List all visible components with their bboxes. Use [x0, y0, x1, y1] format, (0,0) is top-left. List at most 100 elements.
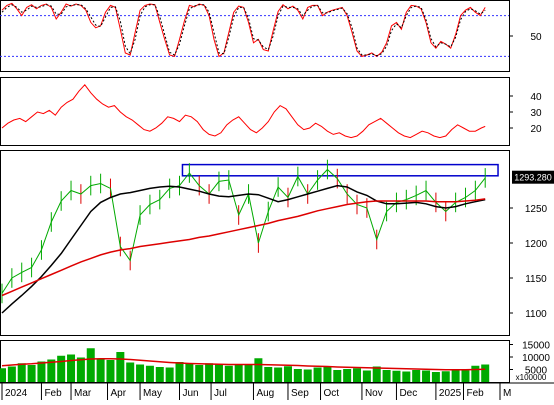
volume-bar [156, 367, 164, 382]
volume-bar [254, 358, 262, 382]
x-axis: 2024 Feb Mar Apr May Jun Jul Aug Sep Oct Nov Dec 202… [0, 383, 554, 400]
volume-bar [225, 366, 233, 382]
volume-bar [146, 366, 154, 382]
volume-bar [412, 370, 420, 382]
month-label: Dec [399, 388, 417, 399]
volume-bar [383, 370, 391, 382]
volume-bar [215, 365, 223, 383]
volume-bar [28, 365, 36, 382]
month-label: Nov [365, 388, 383, 399]
volume-bar [126, 363, 134, 383]
volume-bar [57, 356, 65, 382]
volume-bar [235, 365, 243, 382]
month-label: Sep [291, 388, 309, 399]
price-tag-label: 1293.280 [514, 173, 552, 183]
volume-bar [77, 358, 85, 383]
volume-bar [195, 365, 203, 382]
volume-bar [87, 348, 95, 382]
volume-bar [481, 365, 489, 383]
volume-bar [18, 363, 26, 382]
stochastic-k-line [2, 3, 485, 56]
resistance-box [182, 165, 498, 176]
price-tick-label: 1150 [525, 274, 547, 285]
close-price-line [2, 170, 485, 294]
volume-bar [205, 363, 213, 382]
volume-bar [304, 370, 312, 383]
volume-tick-label: 15000 [522, 341, 550, 352]
month-label: Feb [44, 388, 62, 399]
volume-bar [264, 367, 272, 382]
month-label: Apr [111, 388, 127, 399]
price-lines [2, 160, 485, 313]
volume-bar [245, 364, 253, 382]
volume-bar [0, 368, 6, 382]
volume-bar [363, 371, 371, 383]
stochastic-tick-label: 50 [530, 32, 542, 43]
volume-bar [67, 355, 75, 383]
indicator-tick-label: 20 [530, 124, 542, 135]
stochastic-d-line [2, 5, 485, 56]
volume-bar [343, 369, 351, 382]
volume-bar [106, 360, 114, 382]
month-label: Mar [74, 388, 92, 399]
resistance-rectangle [182, 165, 498, 176]
price-frame [1, 151, 510, 336]
volume-bar [97, 359, 105, 382]
price-y-axis: 1100 1150 1200 1250 [509, 204, 548, 320]
price-panel: 1100 1150 1200 1250 1293.280 [1, 151, 554, 336]
indicator-y-axis: 20 30 40 [509, 92, 542, 135]
volume-bar [37, 362, 45, 383]
volume-bar [284, 366, 292, 382]
volume-bar [392, 371, 400, 382]
volume-bar [461, 370, 469, 382]
indicator-panel: 20 30 40 [1, 78, 542, 146]
volume-bar [294, 369, 302, 382]
stochastic-frame [1, 1, 510, 72]
month-label: Oct [324, 388, 340, 399]
stochastic-panel: 50 [0, 1, 542, 72]
month-label: Jun [183, 388, 199, 399]
volume-bar [323, 367, 331, 382]
indicator-line [2, 85, 485, 138]
volume-bar [402, 372, 410, 383]
volume-bar [471, 366, 479, 382]
volume-bar [176, 362, 184, 382]
month-label: Aug [256, 388, 274, 399]
last-price-tag: 1293.280 [512, 171, 554, 184]
volume-bar [116, 352, 124, 382]
month-label: M [503, 388, 511, 399]
price-tick-label: 1200 [525, 239, 548, 250]
month-label: 2025 [439, 388, 462, 399]
volume-bar [166, 368, 174, 383]
volume-unit-label: x100000 [516, 373, 547, 382]
volume-bar [314, 368, 322, 383]
stochastic-lines [2, 3, 485, 56]
volume-tick-label: 10000 [522, 353, 550, 364]
volume-bar [274, 368, 282, 383]
month-label: May [143, 388, 162, 399]
volume-bar [185, 364, 193, 382]
stochastic-reference-lines [0, 16, 509, 57]
price-tick-label: 1100 [525, 309, 547, 320]
volume-bar [333, 370, 341, 382]
volume-bar [136, 365, 144, 383]
volume-bar [452, 370, 460, 383]
price-tick-label: 1250 [525, 204, 548, 215]
indicator-lines [2, 85, 485, 138]
volume-bar [353, 368, 361, 382]
month-label: 2024 [5, 388, 28, 399]
month-label: Jul [214, 388, 227, 399]
volume-bar [432, 372, 440, 382]
ma200-line [2, 199, 485, 296]
month-label: Feb [467, 388, 485, 399]
volume-bar [422, 371, 430, 383]
volume-bar [442, 371, 450, 382]
stochastic-y-axis: 50 [509, 32, 542, 43]
volume-bar [8, 367, 16, 383]
indicator-tick-label: 40 [530, 92, 542, 103]
indicator-tick-label: 30 [530, 108, 542, 119]
